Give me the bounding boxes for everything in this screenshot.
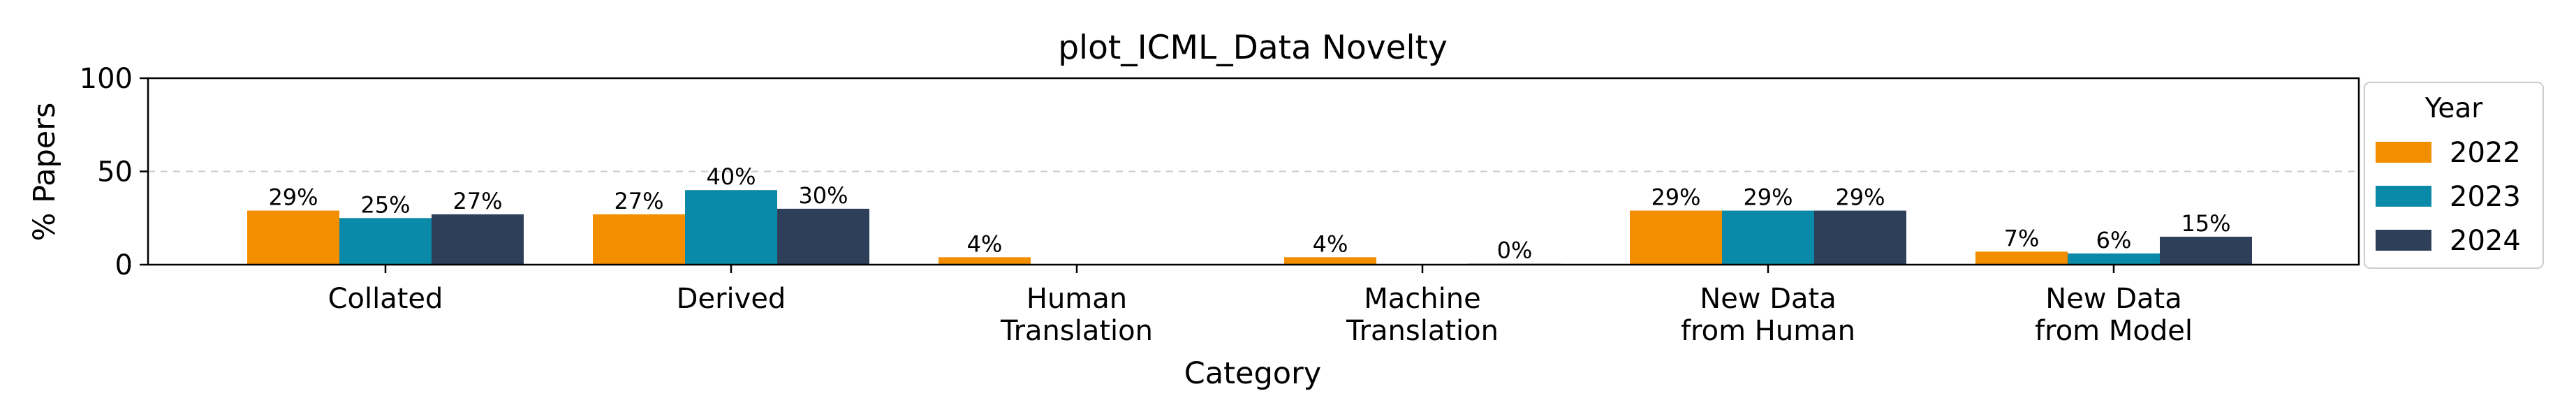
y-tick-label-0: 0 [115, 249, 133, 281]
x-tick-label-2-line-1: Derived [677, 283, 786, 315]
data-label-2024-4: 0% [1497, 237, 1533, 264]
y-axis-label: % Papers [27, 103, 62, 242]
data-label-2022-3: 4% [967, 230, 1003, 257]
data-label-2023-1: 25% [360, 191, 410, 218]
x-tick-label-3-line-1: Human [1026, 283, 1127, 315]
bar-2022-5 [1630, 210, 1722, 265]
legend-label-2024: 2024 [2450, 225, 2521, 257]
bar-2023-6 [2068, 253, 2160, 265]
data-label-2024-1: 27% [452, 188, 502, 214]
bar-2024-6 [2160, 236, 2252, 265]
bar-2022-4 [1284, 257, 1376, 265]
bars [247, 190, 2252, 265]
x-tick-label-1-line-1: Collated [328, 283, 443, 315]
x-tick-label-5-line-2: from Human [1681, 315, 1855, 347]
data-label-2022-6: 7% [2004, 225, 2040, 251]
bar-2022-3 [939, 257, 1031, 265]
bar-2024-1 [432, 214, 524, 265]
x-tick-label-6-line-1: New Data [2045, 283, 2181, 315]
data-label-2023-5: 29% [1743, 184, 1793, 211]
legend-label-2023: 2023 [2450, 181, 2521, 213]
x-tick-label-4-line-2: Translation [1346, 315, 1499, 347]
bar-2023-5 [1722, 210, 1814, 265]
bar-2024-2 [777, 208, 869, 265]
bar-2024-5 [1814, 210, 1906, 265]
data-label-2023-6: 6% [2096, 227, 2132, 253]
bar-2022-1 [247, 210, 339, 265]
data-label-2022-2: 27% [614, 188, 663, 214]
x-tick-label-3-line-2: Translation [1000, 315, 1153, 347]
legend-frame [2364, 82, 2544, 269]
data-label-2023-2: 40% [706, 163, 756, 190]
legend-swatch-2024 [2376, 230, 2431, 251]
data-label-2024-5: 29% [1835, 184, 1885, 211]
data-label-2022-5: 29% [1651, 184, 1700, 211]
legend-swatch-2022 [2376, 142, 2431, 163]
bar-2022-6 [1975, 251, 2068, 265]
data-label-2022-4: 4% [1313, 230, 1348, 257]
legend-label-2022: 2022 [2450, 137, 2521, 169]
legend-title: Year [2424, 93, 2484, 124]
bar-2023-1 [339, 218, 432, 265]
x-axis-label: Category [1184, 356, 1321, 391]
y-axis-ticks: 0 50 100 [80, 63, 148, 281]
bar-2022-2 [593, 214, 685, 265]
bar-2023-2 [685, 190, 777, 265]
y-tick-label-50: 50 [97, 156, 133, 189]
x-tick-label-6-line-2: from Model [2035, 315, 2193, 347]
x-axis-ticks: Collated Derived HumanTranslationMachineTr… [328, 265, 2193, 347]
legend: Year 2022 2023 2024 [2364, 82, 2544, 269]
data-label-2024-2: 30% [798, 182, 848, 209]
x-tick-label-5-line-1: New Data [1700, 283, 1836, 315]
data-label-2022-1: 29% [268, 184, 318, 211]
data-labels: 29% 25% 27% 27% 40% 30% 4% 4% 0% 29% 29% 29% 7% 6% 15% [268, 163, 2230, 263]
data-label-2024-6: 15% [2181, 210, 2230, 237]
x-tick-label-4-line-1: Machine [1364, 283, 1480, 315]
chart-title: plot_ICML_Data Novelty [1058, 29, 1448, 67]
y-tick-label-100: 100 [80, 63, 133, 95]
legend-swatch-2023 [2376, 186, 2431, 207]
